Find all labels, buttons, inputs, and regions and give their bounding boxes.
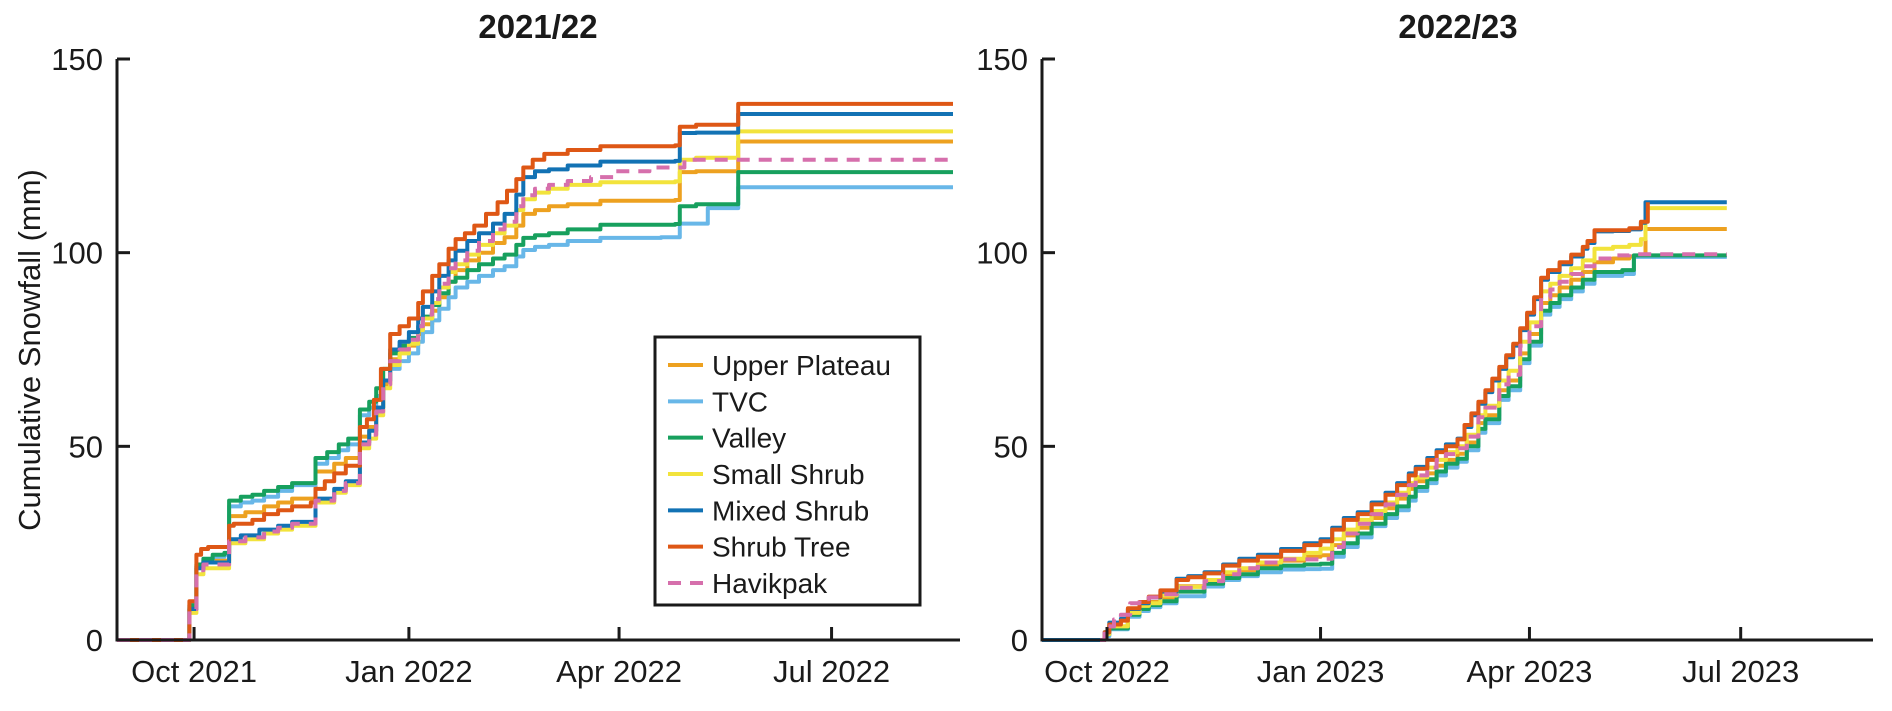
y-tick-label: 50 — [994, 429, 1028, 464]
legend-label-havikpak: Havikpak — [712, 568, 828, 599]
series-line-mixed-shrub — [117, 112, 953, 642]
legend-label-upper-plateau: Upper Plateau — [712, 350, 891, 381]
x-tick-label: Oct 2022 — [1044, 654, 1170, 689]
panel-left: 0 50 100 150 Oct 2021 Jan 2022 Apr 2022 Jul 202… — [51, 42, 960, 689]
y-tick-label: 50 — [69, 429, 103, 464]
series-line-mixed-shrub — [1042, 200, 1727, 642]
x-tick-label: Jan 2022 — [345, 654, 473, 689]
y-tick-label: 0 — [1011, 623, 1028, 658]
panel-title-2021-22: 2021/22 — [478, 8, 598, 45]
y-tick-label: 100 — [51, 236, 103, 271]
series-line-valley — [1042, 253, 1727, 642]
x-tick-label: Jul 2023 — [1682, 654, 1799, 689]
y-tick-label: 150 — [976, 42, 1028, 77]
legend-label-tvc: TVC — [712, 386, 768, 417]
x-tick-label: Apr 2023 — [1467, 654, 1593, 689]
series-line-upper-plateau — [1042, 227, 1727, 642]
axis — [1040, 59, 1873, 642]
x-tick-label: Oct 2021 — [131, 654, 257, 689]
y-tick-label: 150 — [51, 42, 103, 77]
legend-box — [653, 335, 922, 607]
x-tick-label: Jul 2022 — [773, 654, 890, 689]
series-line-havikpak — [1100, 252, 1727, 642]
series-line-havikpak — [117, 157, 953, 642]
panel-title-2022-23: 2022/23 — [1398, 8, 1518, 45]
legend-label-shrub-tree: Shrub Tree — [712, 532, 851, 563]
series-line-shrub-tree — [1100, 202, 1650, 642]
y-tick-label: 0 — [86, 623, 103, 658]
legend-label-mixed-shrub: Mixed Shrub — [712, 495, 869, 526]
legend-label-small-shrub: Small Shrub — [712, 459, 865, 490]
y-axis-label: Cumulative Snowfall (mm) — [12, 169, 47, 531]
series-line-shrub-tree — [117, 101, 953, 642]
series-line-tvc — [1042, 254, 1727, 642]
x-tick-label: Jan 2023 — [1257, 654, 1385, 689]
legend: Upper Plateau TVC Valley Small Shrub Mixed S… — [653, 335, 922, 607]
panel-right: 0 50 100 150 Oct 2022 Jan 2023 Apr 2023 Jul 202… — [976, 42, 1873, 689]
x-tick-label: Apr 2022 — [556, 654, 682, 689]
y-tick-label: 100 — [976, 236, 1028, 271]
legend-label-valley: Valley — [712, 423, 786, 454]
